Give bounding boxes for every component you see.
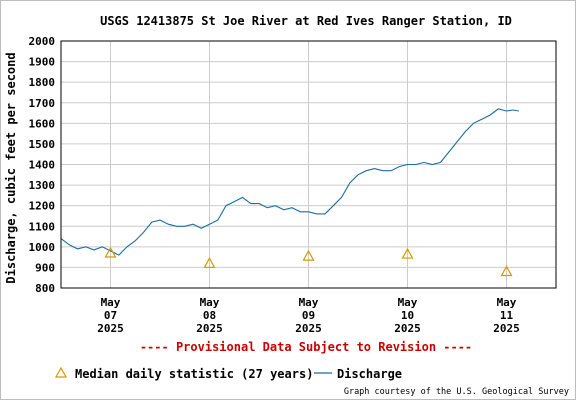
y-tick-label: 1000 xyxy=(29,241,56,254)
x-tick-label: 07 xyxy=(104,309,117,322)
legend-median-label: Median daily statistic (27 years) xyxy=(75,367,313,381)
y-tick-label: 1500 xyxy=(29,138,56,151)
median-point xyxy=(401,247,414,259)
y-axis-tick-labels: 800 900 1000 1100 1200 1300 1400 1500 1600 1700 18… xyxy=(29,35,56,295)
median-point xyxy=(203,257,216,268)
x-tick-label: 11 xyxy=(500,309,514,322)
x-tick-label: 10 xyxy=(401,309,414,322)
median-point xyxy=(104,246,117,258)
y-tick-label: 1700 xyxy=(29,97,56,110)
median-triangle-icon xyxy=(54,366,68,378)
chart-title: USGS 12413875 St Joe River at Red Ives R… xyxy=(100,14,512,28)
provisional-note: ---- Provisional Data Subject to Revisio… xyxy=(140,340,472,354)
y-axis-label: Discharge, cubic feet per second xyxy=(4,52,18,283)
legend-discharge-label: Discharge xyxy=(337,367,402,381)
y-tick-label: 1400 xyxy=(29,159,56,172)
x-tick-label: 2025 xyxy=(394,322,421,335)
x-tick-label: 2025 xyxy=(97,322,124,335)
median-point xyxy=(500,265,513,277)
x-tick-label: 09 xyxy=(302,309,315,322)
x-tick-label: 2025 xyxy=(493,322,520,335)
y-tick-label: 1800 xyxy=(29,76,56,89)
x-tick-label: May xyxy=(398,296,418,309)
y-tick-label: 1300 xyxy=(29,179,56,192)
x-tick-label: 08 xyxy=(203,309,216,322)
x-tick-label: May xyxy=(200,296,220,309)
legend: Median daily statistic (27 years) Discha… xyxy=(54,366,402,381)
y-tick-label: 2000 xyxy=(29,35,56,48)
usgs-credit: Graph courtesy of the U.S. Geological Su… xyxy=(344,387,569,397)
y-tick-label: 1200 xyxy=(29,200,56,213)
series-layer xyxy=(60,108,519,277)
y-tick-label: 800 xyxy=(35,282,55,295)
median-point xyxy=(302,249,315,261)
y-tick-label: 900 xyxy=(35,261,55,274)
x-tick-label: May xyxy=(299,296,319,309)
series-discharge-line xyxy=(60,108,519,256)
x-tick-label: 2025 xyxy=(196,322,223,335)
x-tick-label: 2025 xyxy=(295,322,322,335)
y-tick-label: 1900 xyxy=(29,56,56,69)
y-tick-label: 1100 xyxy=(29,220,56,233)
y-tick-label: 1600 xyxy=(29,117,56,130)
x-tick-label: May xyxy=(497,296,517,309)
plot-area-frame xyxy=(60,40,557,289)
x-axis-tick-labels: May072025May082025May092025May102025May1… xyxy=(97,296,520,335)
x-tick-label: May xyxy=(101,296,121,309)
